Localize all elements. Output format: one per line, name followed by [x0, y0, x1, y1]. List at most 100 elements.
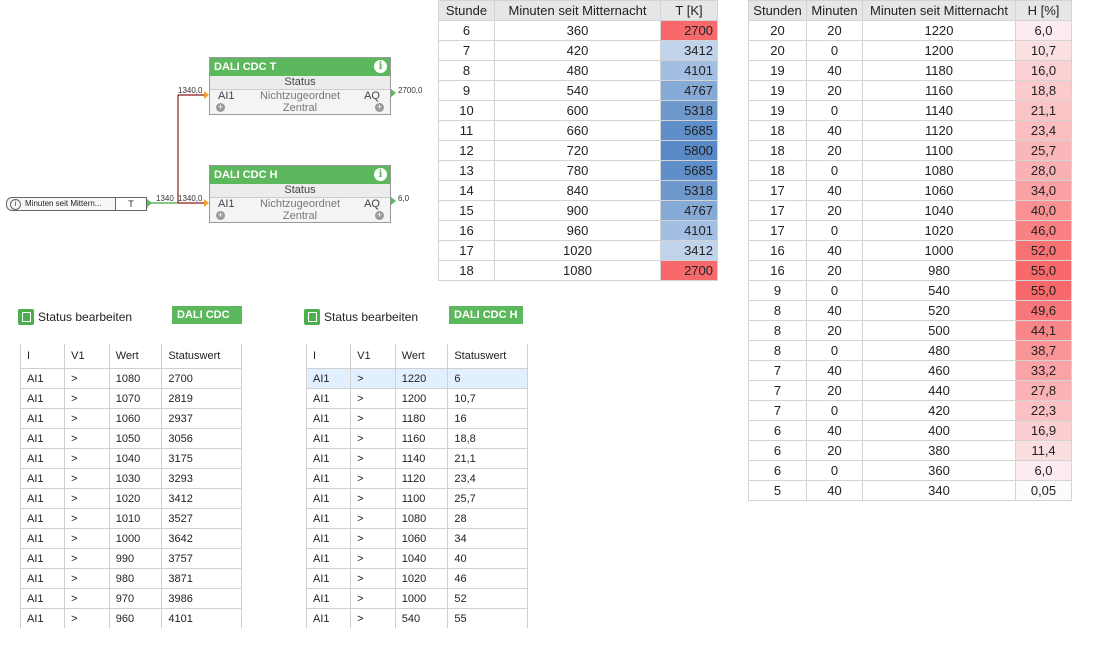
- table-cell[interactable]: >: [64, 488, 110, 509]
- table-cell[interactable]: 970: [109, 588, 163, 609]
- table-cell[interactable]: >: [350, 568, 396, 589]
- table-cell[interactable]: AI1: [21, 468, 66, 489]
- column-header[interactable]: Minuten: [806, 0, 863, 21]
- table-cell[interactable]: AI1: [21, 408, 66, 429]
- grid-row[interactable]: AI1 >960 4101: [21, 608, 242, 628]
- grid-row[interactable]: AI1 >1220 6: [307, 368, 528, 389]
- table-cell[interactable]: >: [350, 508, 396, 529]
- grid-row[interactable]: AI1 >1140 21,1: [307, 448, 528, 469]
- column-header[interactable]: Minuten seit Mitternacht: [862, 0, 1016, 21]
- table-cell[interactable]: 1140: [395, 448, 449, 469]
- table-cell[interactable]: AI1: [307, 568, 352, 589]
- table-cell[interactable]: >: [350, 448, 396, 469]
- input-pin-icon[interactable]: [204, 91, 209, 99]
- grid-row[interactable]: AI1 >1180 16: [307, 408, 528, 429]
- table-cell[interactable]: 21,1: [447, 448, 528, 469]
- column-header[interactable]: Wert: [395, 344, 449, 369]
- table-cell[interactable]: 4101: [161, 608, 242, 628]
- grid-row[interactable]: AI1 >980 3871: [21, 568, 242, 589]
- grid-row[interactable]: AI1 >1030 3293: [21, 468, 242, 489]
- table-cell[interactable]: AI1: [307, 388, 352, 409]
- table-cell[interactable]: 55: [447, 608, 528, 628]
- table-cell[interactable]: 3527: [161, 508, 242, 529]
- block-dali-cdc-t[interactable]: DALI CDC T i Status Nichtzugeordnet AI1 …: [209, 57, 391, 115]
- table-cell[interactable]: AI1: [307, 548, 352, 569]
- table-cell[interactable]: 1100: [395, 488, 449, 509]
- table-cell[interactable]: 3871: [161, 568, 242, 589]
- table-cell[interactable]: AI1: [21, 388, 66, 409]
- grid-row[interactable]: AI1 >1010 3527: [21, 508, 242, 529]
- table-cell[interactable]: 3642: [161, 528, 242, 549]
- table-cell[interactable]: >: [64, 448, 110, 469]
- column-header[interactable]: T [K]: [660, 0, 718, 21]
- grid-row[interactable]: AI1 >990 3757: [21, 548, 242, 569]
- table-cell[interactable]: >: [64, 588, 110, 609]
- table-cell[interactable]: AI1: [307, 408, 352, 429]
- table-cell[interactable]: 1000: [109, 528, 163, 549]
- table-cell[interactable]: AI1: [307, 428, 352, 449]
- table-cell[interactable]: >: [350, 488, 396, 509]
- info-icon[interactable]: i: [10, 199, 21, 210]
- block-dali-cdc-h[interactable]: DALI CDC H i Status Nichtzugeordnet AI1 …: [209, 165, 391, 223]
- column-header[interactable]: Stunde: [438, 0, 495, 21]
- table-cell[interactable]: 1040: [109, 448, 163, 469]
- table-cell[interactable]: >: [350, 608, 396, 628]
- table-cell[interactable]: 3757: [161, 548, 242, 569]
- table-cell[interactable]: AI1: [21, 488, 66, 509]
- table-cell[interactable]: 1070: [109, 388, 163, 409]
- info-icon[interactable]: i: [374, 168, 387, 181]
- table-cell[interactable]: AI1: [307, 368, 352, 389]
- table-cell[interactable]: 2937: [161, 408, 242, 429]
- table-cell[interactable]: 1080: [109, 368, 163, 389]
- output-pin-icon[interactable]: [391, 89, 396, 97]
- table-cell[interactable]: AI1: [307, 488, 352, 509]
- table-cell[interactable]: >: [64, 608, 110, 628]
- table-cell[interactable]: AI1: [21, 508, 66, 529]
- table-cell[interactable]: 960: [109, 608, 163, 628]
- table-cell[interactable]: AI1: [21, 568, 66, 589]
- grid-row[interactable]: AI1 >1120 23,4: [307, 468, 528, 489]
- table-cell[interactable]: 2700: [161, 368, 242, 389]
- table-cell[interactable]: >: [350, 468, 396, 489]
- table-cell[interactable]: AI1: [21, 608, 66, 628]
- table-cell[interactable]: AI1: [307, 528, 352, 549]
- table-cell[interactable]: >: [64, 568, 110, 589]
- column-header[interactable]: V1: [350, 344, 396, 369]
- table-cell[interactable]: 1040: [395, 548, 449, 569]
- table-cell[interactable]: >: [350, 588, 396, 609]
- table-cell[interactable]: 2819: [161, 388, 242, 409]
- table-cell[interactable]: 10,7: [447, 388, 528, 409]
- table-cell[interactable]: >: [350, 388, 396, 409]
- table-cell[interactable]: 16: [447, 408, 528, 429]
- table-cell[interactable]: 990: [109, 548, 163, 569]
- grid-row[interactable]: AI1 >1000 52: [307, 588, 528, 609]
- table-cell[interactable]: 1120: [395, 468, 449, 489]
- table-cell[interactable]: 1060: [395, 528, 449, 549]
- table-cell[interactable]: >: [64, 428, 110, 449]
- input-pin-icon[interactable]: [204, 199, 209, 207]
- grid-row[interactable]: AI1 >1100 25,7: [307, 488, 528, 509]
- table-cell[interactable]: >: [350, 368, 396, 389]
- table-cell[interactable]: 1160: [395, 428, 449, 449]
- table-cell[interactable]: 18,8: [447, 428, 528, 449]
- table-cell[interactable]: 980: [109, 568, 163, 589]
- table-cell[interactable]: AI1: [307, 588, 352, 609]
- grid-row[interactable]: AI1 >1040 40: [307, 548, 528, 569]
- table-cell[interactable]: 34: [447, 528, 528, 549]
- table-cell[interactable]: >: [64, 408, 110, 429]
- table-cell[interactable]: AI1: [21, 528, 66, 549]
- table-cell[interactable]: 1220: [395, 368, 449, 389]
- table-cell[interactable]: 1200: [395, 388, 449, 409]
- grid-row[interactable]: AI1 >1080 28: [307, 508, 528, 529]
- table-cell[interactable]: >: [350, 528, 396, 549]
- table-cell[interactable]: 52: [447, 588, 528, 609]
- table-cell[interactable]: AI1: [307, 468, 352, 489]
- table-cell[interactable]: >: [64, 508, 110, 529]
- grid-row[interactable]: AI1 >540 55: [307, 608, 528, 628]
- table-cell[interactable]: 6: [447, 368, 528, 389]
- table-cell[interactable]: >: [64, 468, 110, 489]
- table-cell[interactable]: >: [64, 368, 110, 389]
- table-cell[interactable]: >: [64, 528, 110, 549]
- grid-row[interactable]: AI1 >1020 46: [307, 568, 528, 589]
- column-header[interactable]: V1: [64, 344, 110, 369]
